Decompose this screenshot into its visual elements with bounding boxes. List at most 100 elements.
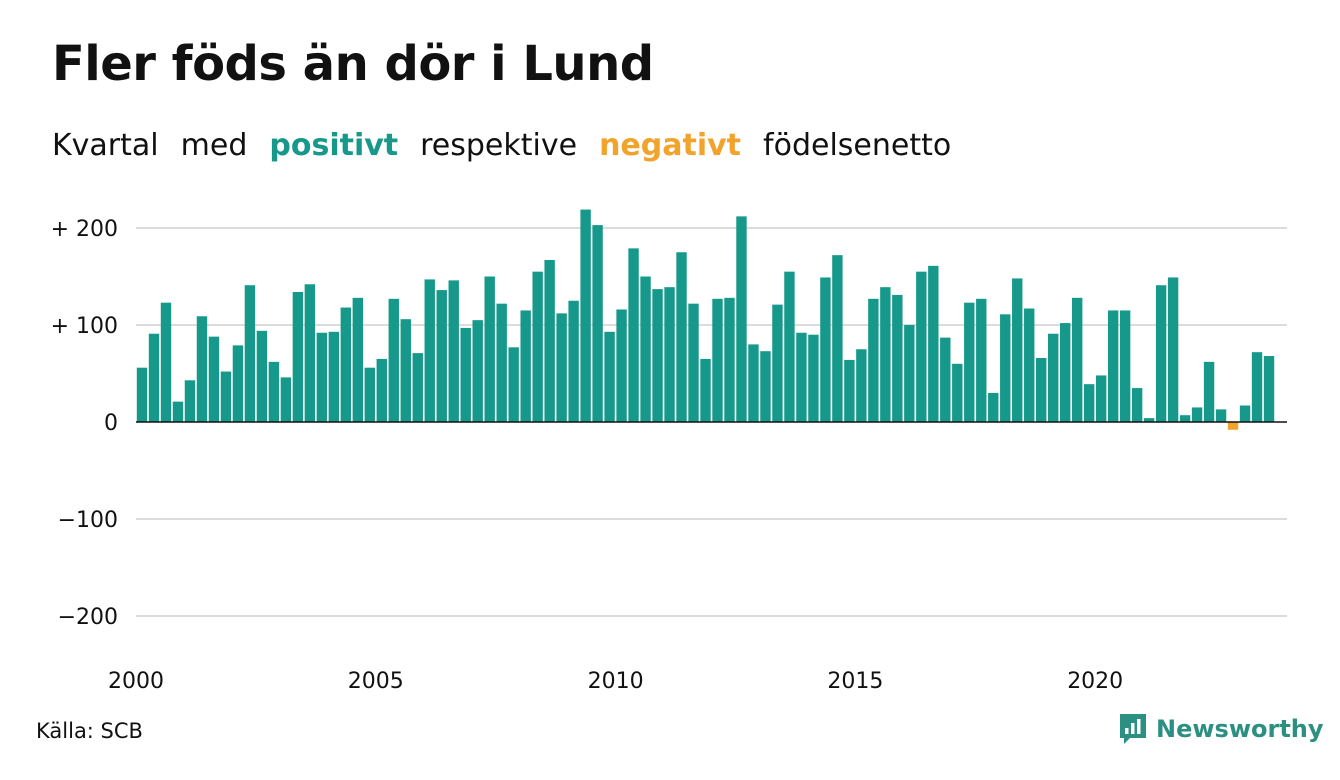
bar [1239,405,1251,422]
bar [340,307,352,422]
bar [724,297,735,422]
bar [1048,333,1059,422]
bar [1191,407,1203,422]
bar [172,401,184,422]
bar [1036,357,1047,422]
bar [856,349,867,422]
bar [352,297,363,422]
bar [628,248,639,422]
bar [1107,310,1119,422]
bar [472,320,483,422]
bar [136,367,148,422]
bar [736,216,747,422]
y-tick-label: + 100 [51,314,118,339]
bar [988,392,999,422]
x-tick-label: 2000 [108,669,164,694]
brand-logo: Newsworthy [1118,712,1324,746]
bar [448,280,459,422]
bar [832,255,843,422]
chart-title: Fler föds än dör i Lund [52,36,654,92]
subtitle-word-negativt: negativt [599,128,742,163]
bar [760,351,771,422]
y-tick-label: + 200 [51,217,118,242]
bar [532,271,543,422]
bar [1012,278,1023,422]
bar [1119,310,1131,422]
bar [1203,361,1215,422]
x-tick-label: 2020 [1067,669,1123,694]
bar [1071,297,1083,422]
bar [364,367,375,422]
bar [496,303,507,422]
x-tick-label: 2015 [827,669,883,694]
bar [952,363,963,422]
bar [1167,277,1179,422]
bar [1083,384,1095,422]
bar [544,260,555,422]
bar [676,252,687,422]
newsworthy-logo-icon [1120,714,1146,744]
bar [316,332,328,422]
bar [148,333,160,422]
bar [652,289,663,422]
subtitle-word-med: med [180,128,248,163]
brand-name: Newsworthy [1156,715,1324,743]
bar [520,310,531,422]
bar [304,284,316,422]
bar [592,225,603,422]
bar [580,209,591,422]
x-axis-labels: 2000 2005 2010 2015 2020 [108,669,1123,694]
bar [1095,375,1107,422]
bar [904,325,915,422]
bar [208,336,220,422]
bar [796,332,807,422]
bar [892,294,903,422]
bar [1251,352,1263,422]
bar [508,347,519,422]
source-note: Källa: SCB [36,719,143,743]
chart-subtitle: Kvartal med positivt respektive negativt föde… [52,128,973,164]
bar [748,344,759,422]
bar [1263,356,1275,422]
bar [160,302,172,422]
y-tick-label: 0 [104,411,118,436]
bar [808,334,819,422]
bar [376,358,387,422]
bar [928,265,939,422]
bar [688,303,699,422]
bar [232,345,244,422]
bar [616,309,627,422]
bar [1000,314,1011,422]
bar [1060,323,1071,422]
bar [244,285,256,422]
bar [1215,409,1227,422]
bar [328,331,340,422]
subtitle-word-kvartal: Kvartal [52,128,159,163]
bar [292,292,304,422]
bar [1227,422,1239,430]
bar [604,331,615,422]
bar [1179,415,1191,422]
x-tick-label: 2005 [348,669,404,694]
grid-lines [136,227,1287,617]
bar [568,300,579,422]
bar [412,353,423,422]
bar [964,302,975,422]
y-axis-labels: + 200 + 100 0 −100 −200 [51,217,118,630]
subtitle-word-positivt: positivt [269,128,399,163]
bar [1143,418,1155,422]
bar [640,276,651,422]
bar [256,330,268,422]
bar [976,298,987,422]
bar [1155,285,1167,422]
x-tick-label: 2010 [588,669,644,694]
bar [424,279,435,422]
bar [784,271,795,422]
bar [940,337,951,422]
bar [436,290,447,422]
bar [916,271,927,422]
bar [268,361,280,422]
bar [184,380,196,422]
bar [1131,388,1143,422]
